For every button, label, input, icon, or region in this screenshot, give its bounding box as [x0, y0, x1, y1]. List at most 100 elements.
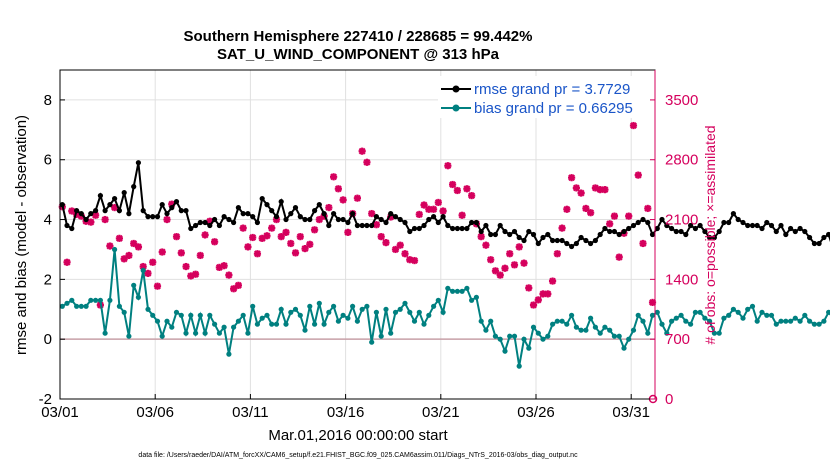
bias-point: [569, 312, 575, 318]
rmse-point: [116, 208, 122, 214]
rmse-point: [411, 225, 418, 232]
bias-point: [649, 312, 656, 318]
rmse-point: [121, 190, 127, 196]
x-tick-label: 03/16: [327, 404, 365, 421]
bias-point: [259, 315, 265, 321]
bias-point: [392, 309, 399, 315]
right-tick-label: 0: [665, 391, 673, 408]
bias-point: [654, 309, 660, 315]
obs-assimilated-marker: [134, 243, 143, 251]
bias-point: [492, 333, 498, 339]
rmse-point: [169, 205, 175, 211]
rmse-point: [140, 208, 146, 214]
rmse-point: [159, 202, 165, 208]
rmse-point: [440, 214, 446, 220]
rmse-point: [269, 208, 275, 214]
rmse-point: [730, 211, 737, 217]
rmse-point: [621, 228, 627, 235]
obs-assimilated-marker: [434, 198, 442, 207]
rmse-point: [388, 211, 394, 217]
rmse-point: [250, 214, 256, 220]
bias-point: [307, 303, 313, 309]
bias-point: [669, 318, 675, 324]
bias-point: [778, 318, 784, 324]
bias-point: [464, 285, 470, 291]
bias-point: [102, 330, 108, 336]
obs-assimilated-marker: [463, 185, 471, 193]
obs-assimilated-marker: [153, 282, 162, 290]
rmse-point: [312, 208, 318, 214]
legend-rmse-marker: [452, 85, 460, 93]
obs-assimilated-marker: [287, 239, 295, 248]
obs-assimilated-marker: [372, 221, 381, 229]
obs-assimilated-marker: [429, 205, 438, 213]
bias-point: [173, 309, 180, 315]
rmse-point: [645, 219, 651, 226]
bias-point: [245, 330, 251, 336]
obs-assimilated-marker: [410, 256, 419, 265]
obs-assimilated-marker: [615, 253, 623, 261]
rmse-point: [721, 219, 727, 226]
bias-point: [216, 330, 222, 336]
bias-point: [435, 297, 441, 303]
bias-point: [559, 318, 565, 324]
rmse-point: [188, 225, 194, 232]
obs-assimilated-marker: [244, 243, 252, 251]
rmse-point: [497, 222, 503, 229]
bias-point: [521, 336, 527, 342]
rmse-point: [554, 237, 560, 244]
obs-assimilated-marker: [458, 211, 466, 219]
rmse-point: [688, 222, 694, 229]
rmse-point: [792, 228, 798, 235]
rmse-point: [154, 214, 161, 220]
bias-point: [497, 336, 503, 342]
grid: [59, 70, 655, 400]
obs-assimilated-marker: [172, 233, 181, 241]
bias-point: [616, 333, 622, 339]
obs-assimilated-marker: [648, 298, 657, 307]
bias-point: [93, 297, 99, 303]
bias-point: [673, 315, 679, 321]
bias-point: [421, 321, 427, 327]
bias-point: [350, 303, 356, 309]
rmse-point: [183, 208, 189, 214]
bias-point: [411, 318, 418, 324]
rmse-point: [435, 219, 441, 226]
bias-point: [169, 324, 175, 330]
obs-assimilated-marker: [144, 269, 152, 277]
rmse-point: [331, 211, 337, 217]
bias-point: [431, 303, 437, 309]
bias-point: [711, 330, 718, 336]
bias-point: [802, 312, 808, 318]
obs-assimilated-marker: [125, 251, 133, 260]
rmse-point: [492, 231, 498, 238]
rmse-point: [816, 240, 822, 247]
bias-point: [545, 333, 551, 339]
obs-assimilated-marker: [196, 251, 204, 260]
bias-point: [459, 288, 465, 294]
rmse-point: [811, 240, 818, 247]
bias-point: [626, 336, 632, 342]
rmse-point: [145, 214, 151, 220]
rmse-point: [264, 202, 270, 208]
bias-point: [202, 330, 208, 336]
obs-assimilated-marker: [377, 233, 385, 241]
bias-point: [416, 309, 422, 315]
rmse-point: [321, 211, 327, 217]
rmse-point: [578, 234, 584, 241]
bias-point: [264, 312, 270, 318]
y-tick-label: 4: [44, 212, 52, 229]
bias-point: [664, 330, 670, 336]
obs-assimilated-marker: [468, 192, 476, 200]
obs-assimilated-marker: [644, 204, 652, 213]
rmse-point: [254, 219, 260, 226]
obs-assimilated-marker: [363, 158, 371, 166]
data-file-footnote: data file: /Users/raeder/DAI/ATM_forcXX/…: [138, 452, 578, 459]
rmse-point: [426, 216, 432, 223]
bias-point: [364, 303, 370, 309]
legend-rmse-label: rmse grand pr = 3.7729: [474, 81, 630, 98]
rmse-point: [83, 216, 89, 223]
obs-assimilated-marker: [149, 258, 157, 266]
bias-point: [335, 318, 341, 324]
obs-assimilated-marker: [553, 250, 561, 258]
